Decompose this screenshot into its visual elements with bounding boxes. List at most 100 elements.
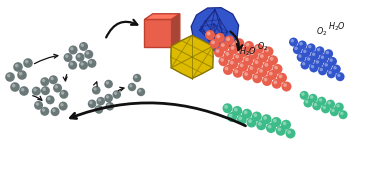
Circle shape — [318, 66, 327, 75]
Circle shape — [324, 49, 333, 58]
Circle shape — [332, 65, 341, 74]
Circle shape — [209, 39, 220, 49]
Circle shape — [211, 41, 215, 44]
Circle shape — [114, 92, 117, 95]
Circle shape — [17, 70, 27, 80]
Circle shape — [239, 47, 249, 57]
Circle shape — [207, 32, 211, 36]
Circle shape — [300, 91, 309, 100]
Circle shape — [5, 72, 15, 82]
Circle shape — [49, 75, 58, 84]
Circle shape — [263, 116, 267, 120]
Circle shape — [93, 87, 97, 91]
Circle shape — [112, 90, 121, 99]
Circle shape — [242, 109, 252, 119]
Circle shape — [336, 104, 340, 107]
Circle shape — [13, 62, 23, 72]
Circle shape — [243, 56, 253, 66]
Circle shape — [106, 81, 109, 85]
Circle shape — [299, 42, 303, 46]
Circle shape — [234, 108, 238, 112]
Circle shape — [244, 110, 248, 114]
Circle shape — [330, 58, 333, 62]
Circle shape — [7, 74, 11, 78]
Circle shape — [234, 38, 244, 48]
Circle shape — [50, 77, 54, 80]
Circle shape — [51, 107, 60, 116]
Circle shape — [224, 50, 234, 60]
Circle shape — [254, 44, 264, 54]
Circle shape — [326, 51, 329, 54]
Text: H$_2$O: H$_2$O — [328, 21, 346, 33]
Circle shape — [79, 42, 88, 51]
Circle shape — [276, 126, 286, 136]
Circle shape — [225, 67, 228, 70]
Circle shape — [328, 57, 337, 66]
Circle shape — [265, 63, 268, 67]
Circle shape — [104, 80, 113, 88]
Polygon shape — [144, 14, 180, 19]
Circle shape — [248, 50, 259, 60]
Circle shape — [257, 67, 268, 77]
Circle shape — [266, 123, 276, 133]
Circle shape — [36, 102, 39, 106]
Circle shape — [283, 83, 287, 87]
Circle shape — [262, 76, 272, 86]
Circle shape — [291, 39, 294, 43]
Circle shape — [81, 43, 84, 47]
Circle shape — [246, 43, 249, 46]
Circle shape — [25, 60, 28, 63]
Circle shape — [220, 58, 224, 62]
Circle shape — [69, 46, 77, 54]
Circle shape — [258, 53, 268, 63]
Circle shape — [84, 50, 93, 59]
Circle shape — [106, 95, 109, 99]
Circle shape — [337, 74, 341, 77]
Circle shape — [219, 41, 229, 51]
Circle shape — [234, 69, 238, 73]
Circle shape — [233, 68, 243, 78]
Circle shape — [252, 112, 262, 122]
Circle shape — [273, 80, 277, 84]
Circle shape — [297, 53, 306, 62]
Circle shape — [294, 47, 298, 50]
Circle shape — [258, 122, 262, 126]
Circle shape — [105, 102, 114, 110]
Circle shape — [271, 117, 281, 127]
Circle shape — [263, 61, 273, 71]
Circle shape — [243, 70, 253, 80]
Circle shape — [42, 79, 45, 82]
Circle shape — [234, 53, 243, 63]
Circle shape — [252, 73, 262, 83]
Polygon shape — [144, 19, 172, 46]
Circle shape — [305, 100, 308, 103]
Circle shape — [273, 64, 282, 74]
Circle shape — [281, 120, 291, 130]
Circle shape — [259, 69, 263, 73]
Circle shape — [54, 85, 58, 88]
Circle shape — [59, 90, 68, 99]
Circle shape — [89, 60, 92, 64]
Circle shape — [314, 103, 317, 106]
Circle shape — [319, 54, 328, 63]
Circle shape — [226, 37, 230, 41]
Circle shape — [76, 53, 85, 62]
Circle shape — [94, 105, 103, 114]
Circle shape — [60, 103, 64, 107]
Circle shape — [96, 97, 105, 105]
Circle shape — [239, 116, 242, 120]
Circle shape — [42, 88, 46, 91]
Circle shape — [68, 61, 77, 70]
Circle shape — [301, 92, 305, 96]
Circle shape — [277, 127, 281, 131]
Circle shape — [310, 95, 313, 99]
Circle shape — [107, 103, 110, 107]
Circle shape — [312, 53, 315, 56]
Circle shape — [340, 112, 344, 115]
Circle shape — [293, 45, 302, 54]
Circle shape — [70, 62, 73, 66]
Circle shape — [316, 60, 319, 64]
Circle shape — [319, 68, 323, 71]
Circle shape — [238, 62, 248, 72]
Circle shape — [248, 65, 258, 75]
